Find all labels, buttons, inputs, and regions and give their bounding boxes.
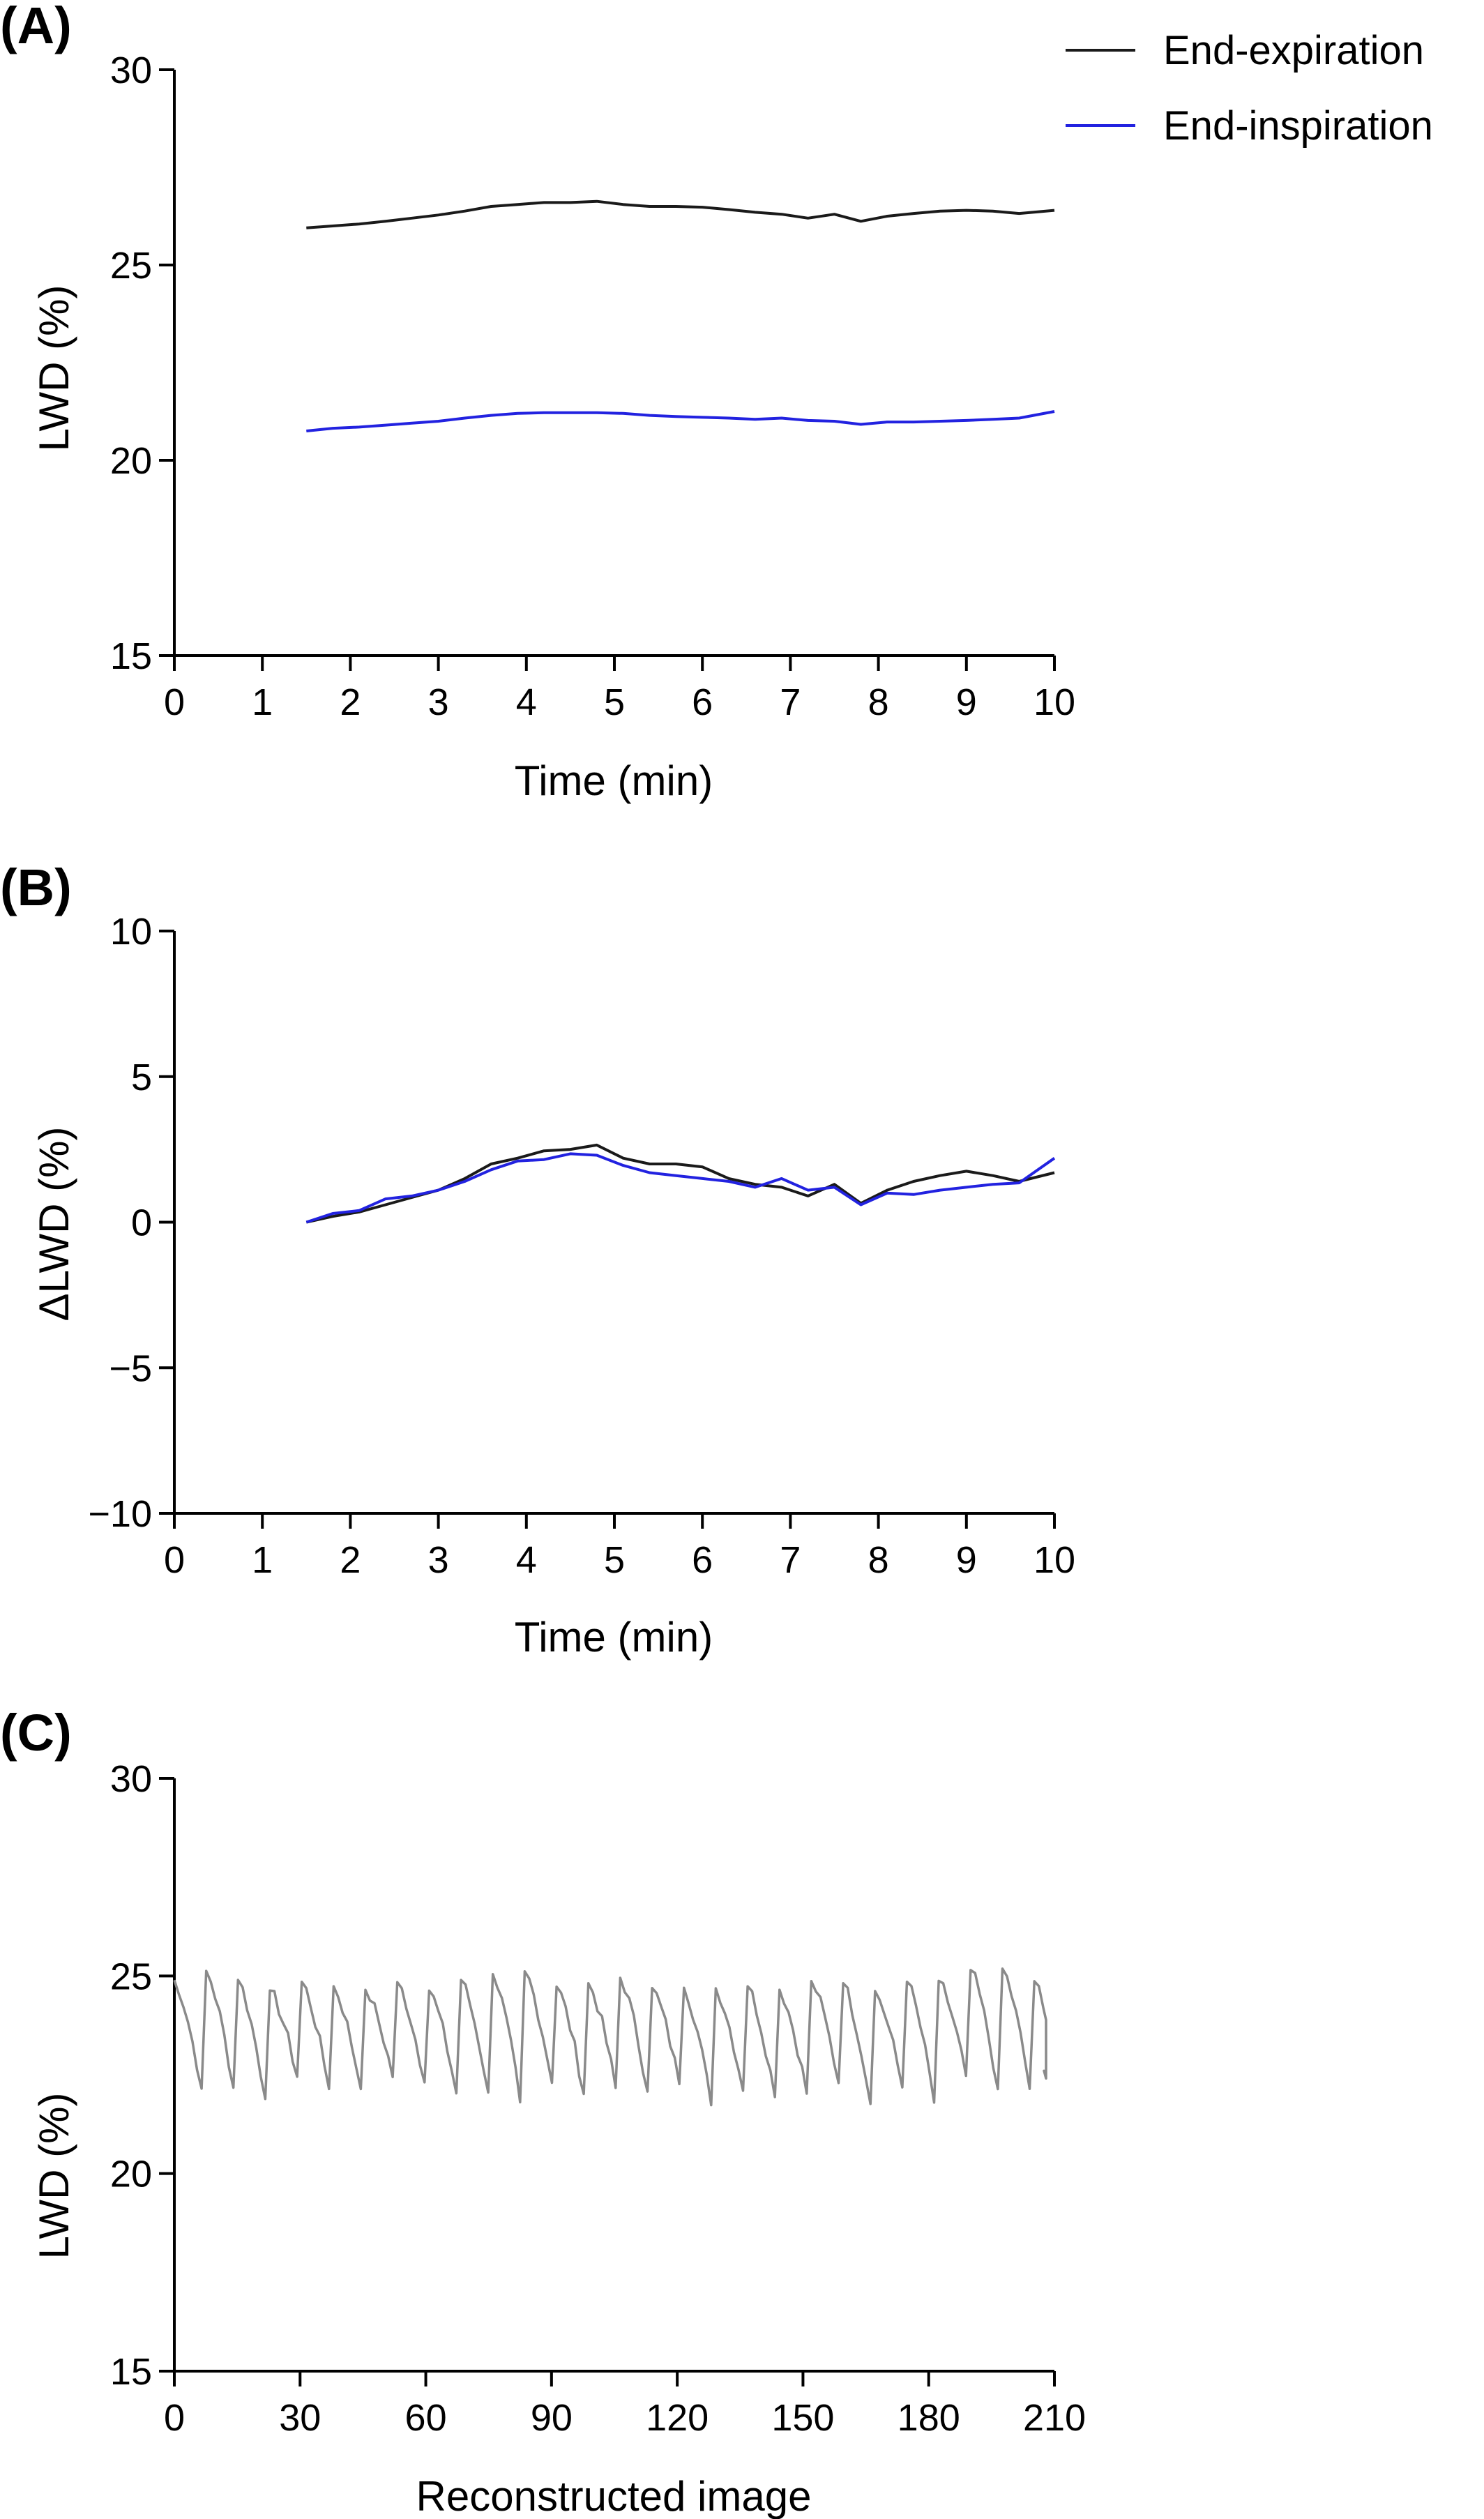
panel-a-x-tick-label: 6 xyxy=(692,681,713,723)
panel-b-x-tick-label: 5 xyxy=(604,1539,625,1581)
panel-c-ylabel: LWD (%) xyxy=(31,2093,77,2260)
panel-a-series xyxy=(306,199,1055,432)
panel-c-x-tick-label: 180 xyxy=(898,2397,960,2439)
panel-c-x-tick-label: 210 xyxy=(1023,2397,1086,2439)
panel-b-label: (B) xyxy=(0,858,72,916)
panel-a-xlabel: Time (min) xyxy=(515,757,713,804)
panel-a-x-tick-label: 3 xyxy=(428,681,449,723)
panel-a-ylabel: LWD (%) xyxy=(31,285,77,452)
legend: End-expiration End-inspiration xyxy=(1066,28,1433,149)
panel-b-series xyxy=(305,1143,1056,1224)
panel-c-y-tick-label: 20 xyxy=(110,2154,152,2195)
panel-c-series xyxy=(173,1967,1047,2107)
panel-c-y-tick-label: 25 xyxy=(110,1956,152,1997)
panel-b-axes: −10 −5 0 5 10 0 1 2 3 4 5 6 7 8 9 10 xyxy=(88,911,1075,1581)
panel-a-line-end-expiration xyxy=(306,199,1055,229)
panel-a-x-tick-label: 9 xyxy=(956,681,977,723)
panel-a: (A) LWD (%) Time (min) 15 20 25 30 0 1 2 3 4 5 6 7 8… xyxy=(0,0,1075,804)
panel-a-y-tick-label: 25 xyxy=(110,245,152,287)
panel-c: (C) LWD (%) Reconstructed image 15 20 25 30… xyxy=(0,1704,1086,2519)
panel-b-x-tick-label: 3 xyxy=(428,1539,449,1581)
panel-b-x-tick-label: 9 xyxy=(956,1539,977,1581)
panel-c-x-tick-label: 150 xyxy=(771,2397,834,2439)
panel-a-y-tick-label: 30 xyxy=(110,50,152,91)
panel-a-x-tick-label: 5 xyxy=(604,681,625,723)
panel-c-y-tick-label: 15 xyxy=(110,2351,152,2393)
panel-a-line-end-inspiration xyxy=(306,410,1055,432)
panel-b-x-tick-label: 2 xyxy=(340,1539,361,1581)
panel-a-y-tick-label: 20 xyxy=(110,440,152,482)
panel-c-x-tick-label: 30 xyxy=(279,2397,321,2439)
panel-b-y-tick-label: 0 xyxy=(131,1202,152,1244)
panel-a-x-tick-label: 1 xyxy=(252,681,273,723)
panel-b-x-tick-label: 1 xyxy=(252,1539,273,1581)
panel-b-y-tick-label: 10 xyxy=(110,911,152,953)
panel-b-x-tick-label: 0 xyxy=(164,1539,185,1581)
panel-a-x-tick-label: 8 xyxy=(868,681,889,723)
panel-a-x-tick-label: 10 xyxy=(1034,681,1075,723)
panel-a-x-tick-label: 2 xyxy=(340,681,361,723)
panel-c-xlabel: Reconstructed image xyxy=(416,2473,812,2519)
panel-b-xlabel: Time (min) xyxy=(515,1614,713,1661)
panel-c-axes: 15 20 25 30 0 30 60 90 120 150 180 210 xyxy=(110,1758,1086,2439)
panel-b-x-tick-label: 8 xyxy=(868,1539,889,1581)
panel-a-x-tick-label: 4 xyxy=(516,681,537,723)
panel-c-y-tick-label: 30 xyxy=(110,1758,152,1800)
legend-label-inspiration: End-inspiration xyxy=(1163,103,1433,149)
panel-b-ylabel: ΔLWD (%) xyxy=(31,1127,77,1322)
panel-a-axes: 15 20 25 30 0 1 2 3 4 5 6 7 8 9 10 xyxy=(110,50,1075,723)
panel-c-label: (C) xyxy=(0,1704,72,1762)
panel-b-y-tick-label: −5 xyxy=(109,1347,152,1389)
panel-b-line-end-inspiration xyxy=(305,1152,1056,1224)
panel-b-x-tick-label: 6 xyxy=(692,1539,713,1581)
panel-c-line-lwd xyxy=(173,1967,1047,2107)
panel-a-label: (A) xyxy=(0,0,72,54)
panel-c-x-tick-label: 120 xyxy=(646,2397,709,2439)
panel-a-x-tick-label: 7 xyxy=(780,681,801,723)
panel-b: (B) ΔLWD (%) Time (min) −10 −5 0 5 10 0 1 2 3 4 5 6… xyxy=(0,858,1075,1661)
panel-b-y-tick-label: 5 xyxy=(131,1057,152,1098)
panel-b-x-tick-label: 4 xyxy=(516,1539,537,1581)
panel-b-x-tick-label: 10 xyxy=(1034,1539,1075,1581)
panel-b-x-tick-label: 7 xyxy=(780,1539,801,1581)
panel-b-line-end-expiration xyxy=(305,1143,1055,1224)
legend-label-expiration: End-expiration xyxy=(1163,28,1424,73)
panel-c-x-tick-label: 0 xyxy=(164,2397,185,2439)
panel-b-y-tick-label: −10 xyxy=(88,1493,152,1535)
panel-a-y-tick-label: 15 xyxy=(110,635,152,677)
panel-a-x-tick-label: 0 xyxy=(164,681,185,723)
panel-c-x-tick-label: 90 xyxy=(531,2397,573,2439)
panel-c-x-tick-label: 60 xyxy=(405,2397,447,2439)
